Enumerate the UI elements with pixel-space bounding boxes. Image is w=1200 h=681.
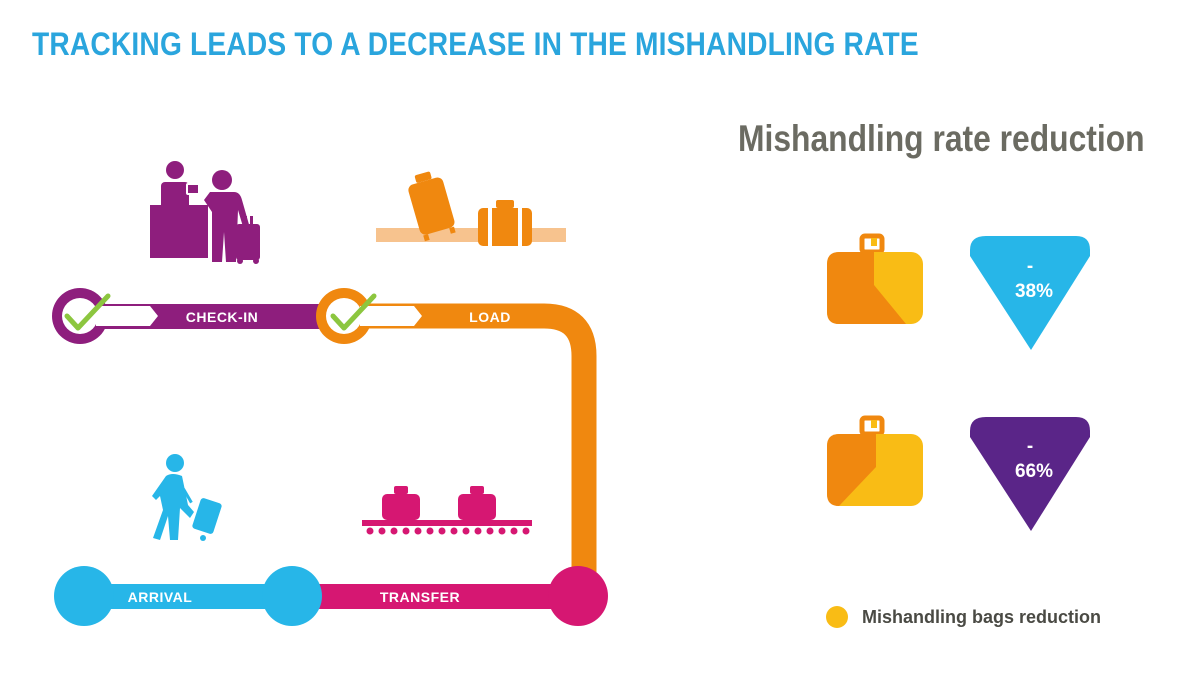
- page-title: TRACKING LEADS TO A DECREASE IN THE MISH…: [32, 26, 919, 62]
- panel-title: Mishandling rate reduction: [738, 118, 1145, 159]
- reduction-2-arrow: [970, 417, 1090, 531]
- track-segment-load: [316, 288, 597, 600]
- reduction-1-suitcase-icon: [827, 233, 923, 324]
- load-tag-arrow: [360, 306, 422, 326]
- stage-label-load: LOAD: [469, 309, 511, 325]
- reduction-1-arrow: [970, 236, 1090, 350]
- stage-label-transfer: TRANSFER: [380, 589, 460, 605]
- legend: Mishandling bags reduction: [826, 606, 1101, 628]
- reduction-1-value: 38%: [1015, 281, 1053, 302]
- reduction-2-dash: -: [1027, 436, 1033, 457]
- checkin-tag-arrow: [96, 306, 158, 326]
- legend-swatch: [826, 606, 848, 628]
- reduction-2-suitcase-icon: [827, 415, 923, 506]
- baggage-conveyor-icon: [362, 486, 532, 535]
- load-check-icon: [330, 293, 377, 331]
- reduction-1-dash: -: [1027, 256, 1033, 277]
- legend-label: Mishandling bags reduction: [862, 606, 1102, 627]
- luggage-loading-icon: [376, 171, 566, 246]
- check-in-desk-icon: [150, 161, 260, 264]
- reduction-2-value: 66%: [1015, 461, 1053, 482]
- stage-label-arrival: ARRIVAL: [128, 589, 193, 605]
- stage-label-checkin: CHECK-IN: [186, 309, 258, 325]
- track-segment-arrival: [54, 566, 322, 626]
- track-segment-transfer: [292, 566, 608, 626]
- checkin-check-icon: [64, 293, 111, 331]
- traveler-with-suitcase-icon: [152, 454, 222, 541]
